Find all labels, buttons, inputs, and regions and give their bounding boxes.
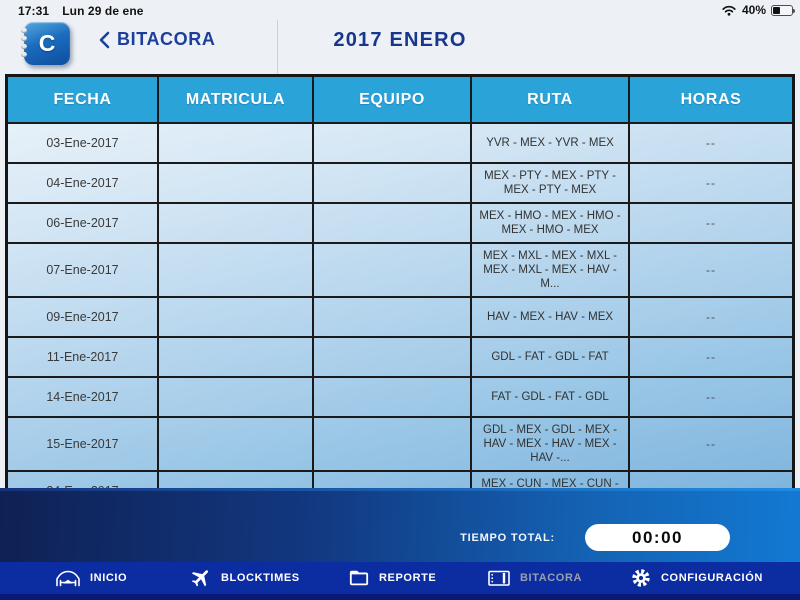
tab-label: BITACORA [520, 572, 583, 584]
total-time-display: 00:00 [585, 524, 730, 551]
column-header-horas: HORAS [680, 90, 742, 108]
table-row[interactable]: 14-Ene-2017 FAT - GDL - FAT - GDL -- [8, 378, 792, 418]
cell-fecha: 09-Ene-2017 [8, 298, 159, 336]
tab-configuracion[interactable]: CONFIGURACIÓN [630, 562, 763, 594]
app-logo-letter: C [38, 30, 56, 56]
cell-fecha: 14-Ene-2017 [8, 378, 159, 416]
wifi-icon [721, 4, 737, 16]
spiral-binding-decor [21, 28, 27, 57]
column-header-equipo: EQUIPO [314, 77, 472, 122]
cell-ruta: MEX - MXL - MEX - MXL - MEX - MXL - MEX … [472, 244, 630, 296]
cell-ruta: MEX - HMO - MEX - HMO - MEX - HMO - MEX [472, 204, 630, 242]
cell-matricula [159, 418, 314, 470]
back-button-label: BITACORA [117, 29, 216, 49]
cell-matricula [159, 378, 314, 416]
total-time-label: TIEMPO TOTAL: [460, 531, 555, 544]
battery-percent: 40% [741, 3, 766, 17]
battery-icon [771, 4, 795, 16]
total-panel: TIEMPO TOTAL: 00:00 [0, 488, 800, 562]
status-date: Lun 29 de ene [62, 4, 144, 18]
cell-fecha: 15-Ene-2017 [8, 418, 159, 470]
gear-icon [630, 567, 652, 589]
cell-horas: -- [706, 310, 716, 324]
cell-ruta: GDL - FAT - GDL - FAT [472, 338, 630, 376]
cell-matricula [159, 338, 314, 376]
app-header: C BITACORA 2017 ENERO [0, 20, 800, 93]
cell-matricula [159, 124, 314, 162]
hangar-icon [55, 568, 81, 588]
cell-horas: -- [706, 263, 716, 277]
ios-status-bar: 17:31 Lun 29 de ene 40% [0, 0, 800, 20]
table-row[interactable]: 06-Ene-2017 MEX - HMO - MEX - HMO - MEX … [8, 204, 792, 244]
bottom-panel: TIEMPO TOTAL: 00:00 INICIO [0, 488, 800, 600]
cell-horas: -- [706, 437, 716, 451]
cell-fecha: 07-Ene-2017 [8, 244, 159, 296]
table-row[interactable]: 04-Ene-2017 MEX - PTY - MEX - PTY - MEX … [8, 164, 792, 204]
page-title: 2017 ENERO [333, 29, 467, 51]
chevron-left-icon [98, 31, 110, 49]
column-header-matricula: MATRICULA [159, 77, 314, 122]
airplane-icon [190, 567, 212, 589]
cell-ruta: HAV - MEX - HAV - MEX [472, 298, 630, 336]
status-right: 40% [721, 3, 795, 17]
cell-matricula [159, 204, 314, 242]
table-row[interactable]: 07-Ene-2017 MEX - MXL - MEX - MXL - MEX … [8, 244, 792, 298]
status-time: 17:31 [18, 4, 50, 18]
ticket-icon [487, 568, 511, 588]
window-divider [277, 20, 278, 93]
cell-fecha: 04-Ene-2017 [8, 164, 159, 202]
cell-horas: -- [706, 176, 716, 190]
cell-equipo [314, 124, 472, 162]
cell-equipo [314, 204, 472, 242]
cell-fecha: 03-Ene-2017 [8, 124, 159, 162]
table-body: 03-Ene-2017 YVR - MEX - YVR - MEX -- 04-… [8, 124, 792, 552]
cell-ruta: GDL - MEX - GDL - MEX - HAV - MEX - HAV … [472, 418, 630, 470]
cell-horas: -- [706, 136, 716, 150]
app-logo-icon: C [21, 22, 70, 65]
total-time-value: 00:00 [632, 527, 683, 547]
table-header-row: FECHA MATRICULA EQUIPO RUTA HORAS [8, 77, 792, 124]
status-left: 17:31 Lun 29 de ene [18, 4, 144, 18]
home-indicator-strip [0, 594, 800, 600]
cell-equipo [314, 378, 472, 416]
cell-equipo [314, 338, 472, 376]
cell-fecha: 11-Ene-2017 [8, 338, 159, 376]
tab-label: INICIO [90, 572, 128, 584]
cell-fecha: 06-Ene-2017 [8, 204, 159, 242]
tab-blocktimes[interactable]: BLOCKTIMES [190, 562, 300, 594]
cell-ruta: FAT - GDL - FAT - GDL [472, 378, 630, 416]
table-row[interactable]: 09-Ene-2017 HAV - MEX - HAV - MEX -- [8, 298, 792, 338]
tab-label: BLOCKTIMES [221, 572, 300, 584]
cell-matricula [159, 244, 314, 296]
table-row[interactable]: 15-Ene-2017 GDL - MEX - GDL - MEX - HAV … [8, 418, 792, 472]
cell-equipo [314, 298, 472, 336]
cell-horas: -- [706, 390, 716, 404]
tab-bar: INICIO BLOCKTIMES REPORTE [0, 562, 800, 594]
tab-reporte[interactable]: REPORTE [348, 562, 436, 594]
cell-horas: -- [706, 350, 716, 364]
tab-label: CONFIGURACIÓN [661, 572, 763, 584]
cell-equipo [314, 418, 472, 470]
tab-inicio[interactable]: INICIO [55, 562, 127, 594]
table-row[interactable]: 03-Ene-2017 YVR - MEX - YVR - MEX -- [8, 124, 792, 164]
cell-ruta: MEX - PTY - MEX - PTY - MEX - PTY - MEX [472, 164, 630, 202]
table-row[interactable]: 11-Ene-2017 GDL - FAT - GDL - FAT -- [8, 338, 792, 378]
cell-horas: -- [706, 216, 716, 230]
cell-equipo [314, 164, 472, 202]
cell-matricula [159, 164, 314, 202]
cell-ruta: YVR - MEX - YVR - MEX [472, 124, 630, 162]
tab-label: REPORTE [379, 572, 437, 584]
cell-matricula [159, 298, 314, 336]
column-header-fecha: FECHA [8, 77, 159, 122]
column-header-ruta: RUTA [472, 77, 630, 122]
cell-equipo [314, 244, 472, 296]
tab-bitacora[interactable]: BITACORA [487, 562, 582, 594]
folder-icon [348, 568, 370, 588]
back-button[interactable]: BITACORA [98, 29, 215, 50]
